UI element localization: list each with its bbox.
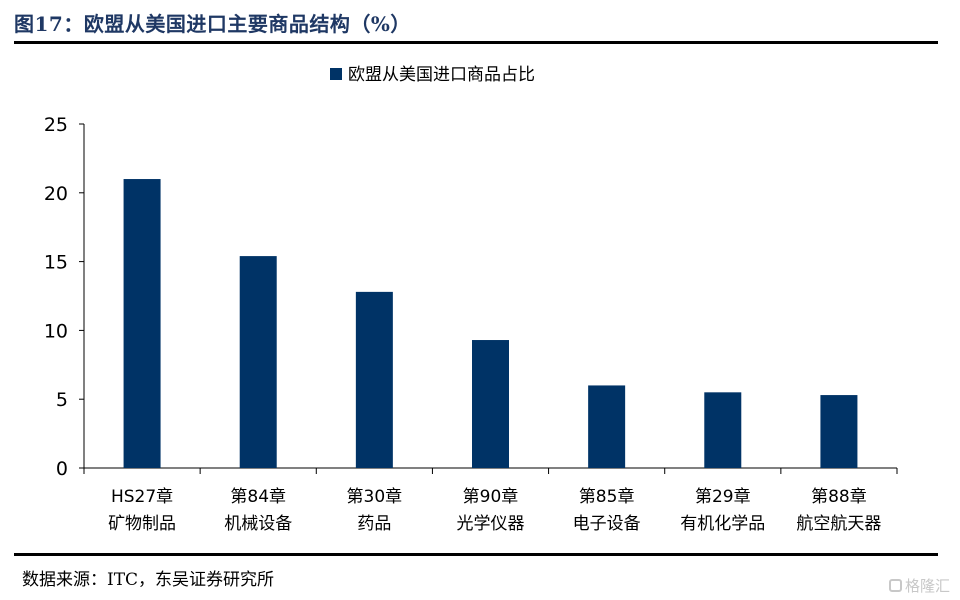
x-tick-label: 第84章 [230,487,286,507]
legend-label: 欧盟从美国进口商品占比 [348,65,535,85]
x-tick-label: 第30章 [347,487,403,507]
figure-title: 图17：欧盟从美国进口主要商品结构（%） [14,12,411,36]
x-tick-label: 第88章 [811,487,867,507]
y-tick-label: 0 [56,458,68,480]
watermark-text: 格隆汇 [904,577,950,595]
bar [472,340,509,468]
y-tick-label: 10 [44,320,68,342]
y-tick-label: 5 [56,389,68,411]
legend-swatch [330,68,342,80]
y-tick-label: 25 [44,114,68,136]
bottom-rule [14,553,938,556]
x-tick-label: 矿物制品 [108,514,176,534]
x-tick-label: 第29章 [695,487,751,507]
bar [123,179,161,469]
bar [704,392,742,468]
x-tick-label: 药品 [357,514,391,534]
bar [239,256,277,468]
bar [820,395,858,468]
x-tick-label: 有机化学品 [680,514,765,534]
x-tick-label: 第90章 [463,487,519,507]
x-tick-label: 机械设备 [224,514,292,534]
bar [355,291,393,468]
y-tick-label: 20 [44,183,68,205]
bars [123,179,858,469]
y-tick-label: 15 [44,252,68,274]
x-tick-label: 第85章 [579,487,635,507]
top-rule [14,41,938,44]
x-tick-label: 电子设备 [573,514,641,534]
source-note: 数据来源：ITC，东吴证券研究所 [22,570,275,590]
x-tick-label: 航空航天器 [796,514,881,534]
legend: 欧盟从美国进口商品占比 [330,65,535,85]
watermark: 格隆汇 [888,575,950,596]
watermark-logo-icon [888,579,902,592]
axes: 0 5 10 15 20 25 [44,114,898,480]
x-tick-label: HS27章 [111,487,173,507]
x-tick-label: 光学仪器 [457,514,525,534]
bar [588,385,626,468]
